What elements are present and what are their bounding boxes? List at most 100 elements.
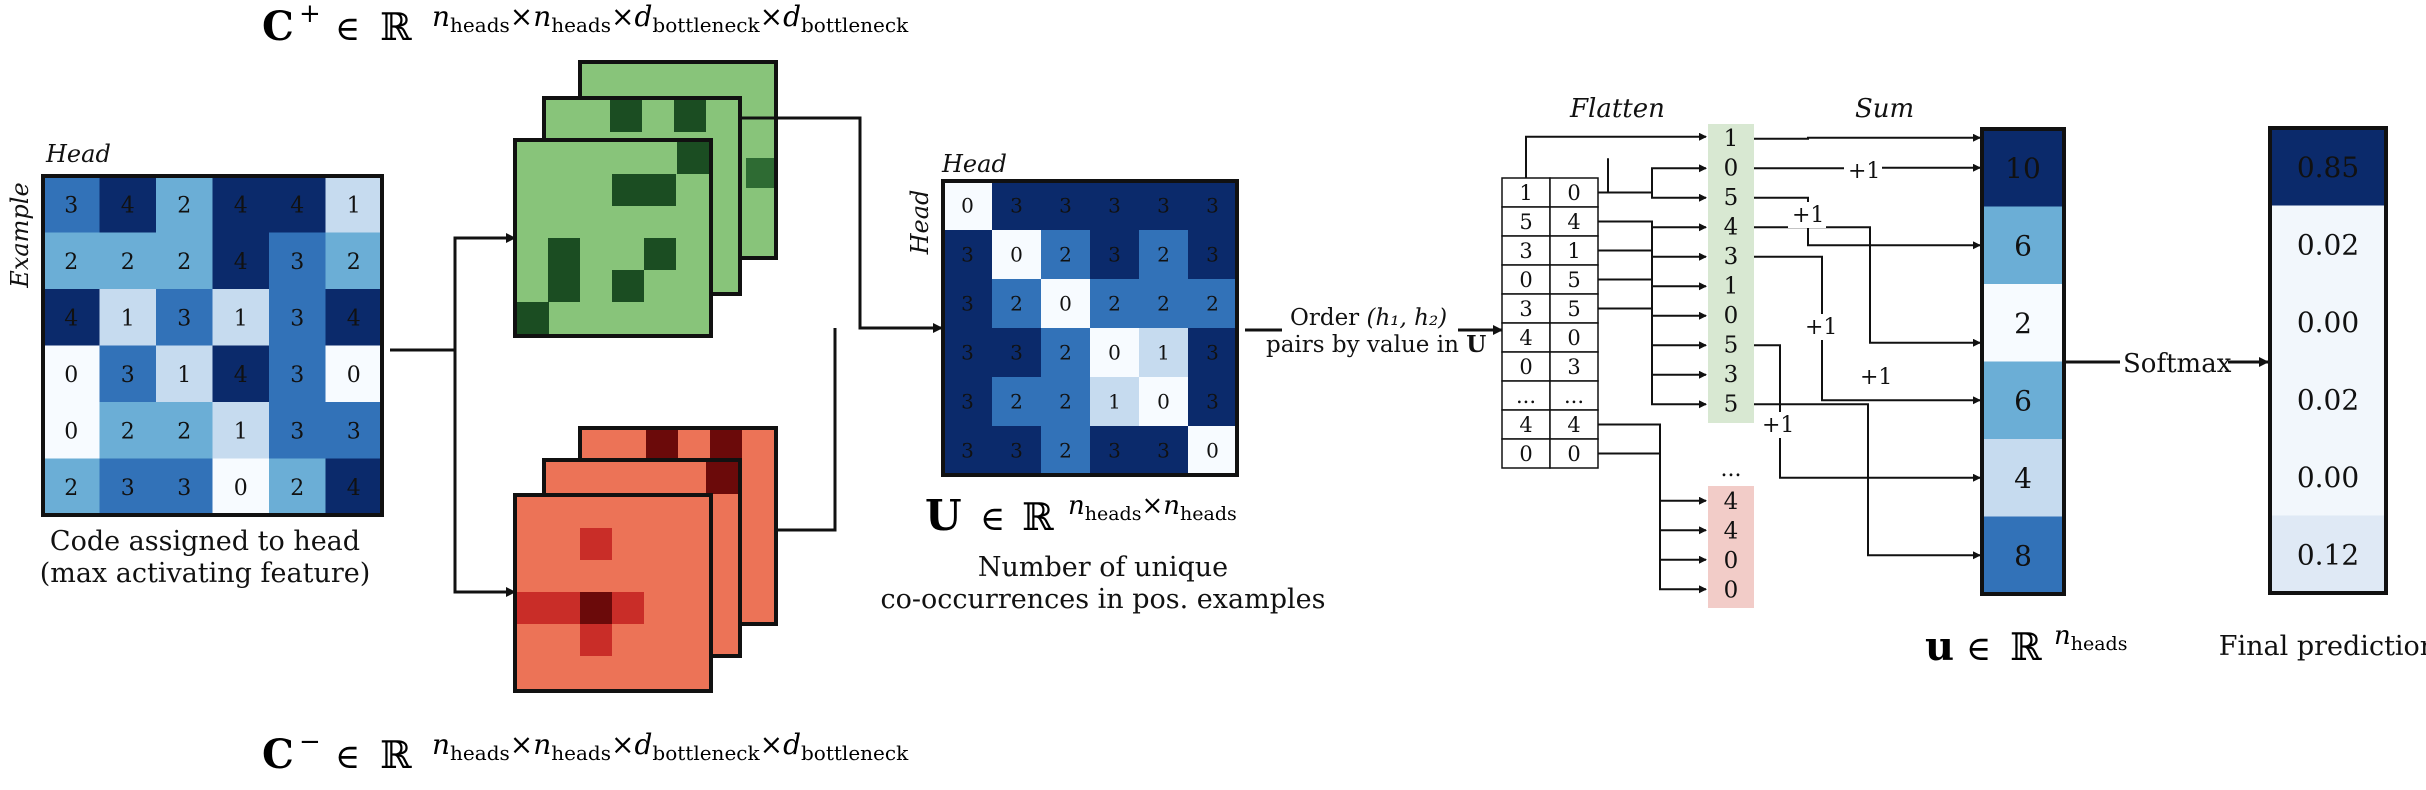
- pair-value: 4: [1567, 413, 1580, 437]
- u-cell: [943, 279, 992, 328]
- code-cell: [43, 176, 100, 233]
- c-plus-cell: [677, 142, 709, 174]
- code-cell: [325, 176, 382, 233]
- u-cell: [992, 377, 1041, 426]
- code-cell-value: 1: [177, 363, 191, 388]
- arrow-c-minus-to-u: [776, 328, 837, 532]
- u-cell-value: 2: [1059, 341, 1072, 365]
- u-vector-in: ∈: [1966, 629, 1991, 669]
- c-minus-field: ℝ: [380, 733, 412, 777]
- code-cell: [212, 289, 269, 346]
- flat-green-value: 3: [1724, 362, 1739, 388]
- pair-cell: [1501, 438, 1551, 469]
- pair-value: 3: [1519, 239, 1532, 263]
- pair-cell: [1549, 351, 1599, 382]
- code-cell: [156, 176, 213, 233]
- pair-cell: [1549, 380, 1599, 411]
- prediction-cell: [2270, 283, 2386, 361]
- u-cell: [992, 181, 1041, 230]
- u-cell-value: 3: [961, 439, 974, 463]
- u-caption-line1: Number of unique: [978, 552, 1228, 583]
- code-cell: [212, 232, 269, 289]
- pair-cell: [1549, 235, 1599, 266]
- pair-cell: [1501, 206, 1551, 237]
- code-cell-value: 4: [290, 193, 304, 218]
- u-cell-value: 3: [1206, 390, 1219, 414]
- code-cell: [99, 289, 156, 346]
- u-cell: [1139, 377, 1188, 426]
- code-cell: [99, 402, 156, 459]
- u-head-label: Head: [941, 150, 1007, 178]
- flat-red-bg: [1708, 486, 1754, 608]
- code-cell-value: 3: [177, 476, 191, 501]
- pair-value: 5: [1567, 268, 1580, 292]
- pair-cell: [1501, 380, 1551, 411]
- plus-one-label: +1: [1792, 203, 1824, 228]
- prediction-border: [2268, 126, 2388, 595]
- flat-red-value: 0: [1724, 548, 1739, 574]
- pair-cell: [1549, 409, 1599, 440]
- c-plus-cell: [746, 158, 774, 188]
- u-cell-value: 3: [1010, 341, 1023, 365]
- c-minus-cell: [580, 592, 612, 624]
- pair-value: 0: [1567, 326, 1580, 350]
- prediction-value: 0.00: [2297, 306, 2359, 339]
- u-matrix-border: [941, 179, 1239, 477]
- pair-cell: [1501, 177, 1551, 208]
- u-cell-value: 3: [961, 390, 974, 414]
- dims-text: nheads: [2054, 621, 2127, 655]
- code-cell: [99, 345, 156, 402]
- c-minus-equation: C − ∈ ℝ nheads×nheads×dbottleneck×dbottl…: [262, 727, 909, 778]
- u-cell: [1090, 328, 1139, 377]
- plus-one-label: +1: [1860, 365, 1892, 390]
- flat-ellipsis: ...: [1721, 457, 1742, 482]
- code-cell: [269, 345, 326, 402]
- code-cell: [325, 289, 382, 346]
- u-cell: [1188, 279, 1237, 328]
- code-cell-value: 2: [177, 250, 191, 275]
- plus-bg: [1844, 158, 1882, 184]
- softmax-label: Softmax: [2123, 349, 2232, 379]
- prediction-caption: Final prediction: [2219, 631, 2426, 662]
- arrow-c-plus-to-u: [740, 116, 943, 333]
- code-cell: [43, 289, 100, 346]
- u-cell-value: 3: [1157, 194, 1170, 218]
- pair-value: 0: [1567, 181, 1580, 205]
- code-cell: [212, 402, 269, 459]
- u-cell: [1139, 426, 1188, 475]
- u-matrix-in: ∈: [980, 499, 1005, 539]
- plus-bg: [1788, 202, 1826, 228]
- u-cell-value: 3: [961, 243, 974, 267]
- u-cell-value: 3: [1157, 439, 1170, 463]
- code-cell-value: 0: [64, 419, 78, 444]
- u-cell: [1139, 230, 1188, 279]
- u-cell-value: 3: [961, 341, 974, 365]
- u-cell-value: 3: [1010, 194, 1023, 218]
- u-vector-cell: [1982, 516, 2064, 594]
- u-cell: [992, 426, 1041, 475]
- c-plus-cell: [610, 100, 642, 132]
- code-cell: [325, 232, 382, 289]
- code-cell-value: 1: [234, 306, 248, 331]
- c-plus-cell: [644, 238, 676, 270]
- flatten-arrow: [1598, 452, 1707, 564]
- u-cell-value: 2: [1059, 390, 1072, 414]
- pair-cell: [1549, 177, 1599, 208]
- c-minus-dims: nheads×nheads×dbottleneck×dbottleneck: [432, 728, 909, 765]
- flatten-arrow: [1659, 424, 1707, 535]
- code-cell: [325, 402, 382, 459]
- code-cell-value: 4: [234, 363, 248, 388]
- u-cell-value: 1: [1157, 341, 1170, 365]
- code-cell-value: 4: [64, 306, 78, 331]
- u-cell: [1090, 377, 1139, 426]
- code-cell-value: 0: [347, 363, 361, 388]
- u-cell-value: 0: [1010, 243, 1023, 267]
- u-cell: [1139, 181, 1188, 230]
- sum-arrow: [1754, 344, 1981, 482]
- plus-one-label: +1: [1805, 315, 1837, 340]
- u-matrix: 0 3 3 3 3 3 3 0 2 3 2 3 3 2 0 2 2 2 3 3 2 0 1 3 3 2 2 1 0 3 3 3 2 3 3 0: [941, 179, 1239, 477]
- u-cell: [943, 426, 992, 475]
- pair-value: 0: [1519, 442, 1532, 466]
- code-cell: [212, 345, 269, 402]
- pair-value: 0: [1519, 355, 1532, 379]
